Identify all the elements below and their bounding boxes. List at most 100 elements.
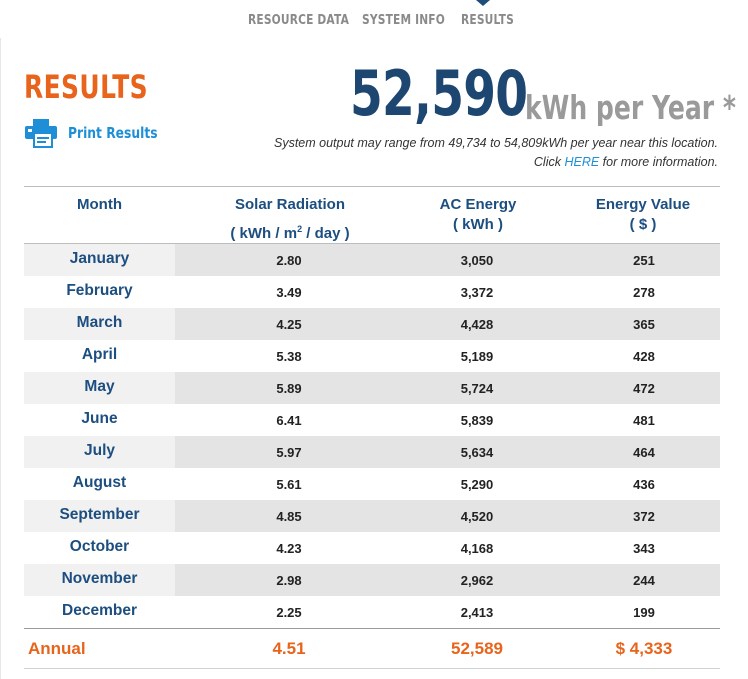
month-cell: April bbox=[81, 346, 118, 363]
header-month-label: Month bbox=[77, 196, 122, 213]
month-cell: October bbox=[69, 538, 130, 555]
ac-energy-cell: 5,839 bbox=[460, 413, 494, 428]
solar-radiation-cell: 5.97 bbox=[276, 445, 302, 460]
energy-value-cell: 481 bbox=[633, 413, 655, 428]
energy-value-cell: 472 bbox=[633, 381, 655, 396]
header-solar-label: Solar Radiation bbox=[234, 196, 346, 213]
table-row: April 5.38 5,189 428 bbox=[24, 340, 720, 372]
ac-energy-cell: 2,413 bbox=[460, 605, 494, 620]
ac-energy-cell: 2,962 bbox=[460, 573, 494, 588]
more-info-suffix: for more information. bbox=[599, 155, 718, 169]
month-cell: July bbox=[24, 436, 175, 468]
ac-energy-cell: 4,520 bbox=[460, 509, 494, 524]
month-cell: December bbox=[62, 602, 137, 619]
header-solar-unit: ( kWh / m2 / day ) bbox=[205, 219, 375, 244]
header-ac-unit: ( kWh ) bbox=[453, 216, 503, 233]
annual-output-value: 52,590 bbox=[350, 57, 528, 130]
table-row: September 4.85 4,520 372 bbox=[24, 500, 720, 532]
energy-value-cell: 343 bbox=[633, 541, 655, 556]
ac-energy-cell: 5,634 bbox=[460, 445, 494, 460]
solar-radiation-cell: 4.25 bbox=[276, 317, 302, 332]
energy-value-cell: 372 bbox=[633, 509, 655, 524]
solar-radiation-cell: 3.49 bbox=[276, 285, 302, 300]
energy-value-cell: 251 bbox=[633, 253, 655, 268]
solar-radiation-cell: 5.38 bbox=[276, 349, 302, 364]
header-value-label: Energy Value bbox=[595, 196, 691, 213]
more-info-prefix: Click bbox=[533, 155, 565, 169]
row-shading bbox=[175, 564, 720, 596]
solar-radiation-cell: 5.61 bbox=[276, 477, 302, 492]
month-cell: September bbox=[24, 500, 175, 532]
table-top-border bbox=[24, 186, 720, 187]
row-shading bbox=[175, 308, 720, 340]
tab-results[interactable]: RESULTS bbox=[461, 13, 514, 28]
header-solar-radiation: Solar Radiation ( kWh / m2 / day ) bbox=[205, 195, 375, 244]
header-energy-value: Energy Value ( $ ) bbox=[568, 195, 718, 235]
printer-icon bbox=[25, 119, 57, 148]
header-solar-unit-pre: ( kWh / m bbox=[230, 225, 298, 242]
print-results-label[interactable]: Print Results bbox=[68, 124, 158, 142]
ac-energy-cell: 5,189 bbox=[460, 349, 494, 364]
table-row: June 6.41 5,839 481 bbox=[24, 404, 720, 436]
energy-value-cell: 199 bbox=[633, 605, 655, 620]
energy-value-cell: 365 bbox=[633, 317, 655, 332]
energy-value-cell: 278 bbox=[633, 285, 655, 300]
more-info-link[interactable]: HERE bbox=[564, 155, 600, 169]
ac-energy-cell: 5,724 bbox=[460, 381, 494, 396]
solar-radiation-cell: 6.41 bbox=[276, 413, 302, 428]
table-row: July 5.97 5,634 464 bbox=[24, 436, 720, 468]
solar-radiation-cell: 2.98 bbox=[276, 573, 302, 588]
header-solar-unit-sup: 2 bbox=[297, 224, 303, 234]
solar-radiation-cell: 2.80 bbox=[276, 253, 302, 268]
table-row: May 5.89 5,724 472 bbox=[24, 372, 720, 404]
header-ac-label: AC Energy bbox=[439, 196, 517, 213]
active-tab-indicator bbox=[476, 0, 490, 6]
table-row: January 2.80 3,050 251 bbox=[24, 244, 720, 276]
tab-resource-data[interactable]: RESOURCE DATA bbox=[248, 13, 350, 28]
top-navigation: RESOURCE DATA SYSTEM INFO RESULTS bbox=[0, 0, 748, 39]
ac-energy-cell: 3,372 bbox=[460, 285, 494, 300]
header-value-unit: ( $ ) bbox=[629, 216, 657, 233]
month-cell: March bbox=[24, 308, 175, 340]
table-row: February 3.49 3,372 278 bbox=[24, 276, 720, 308]
month-cell: August bbox=[72, 474, 127, 491]
energy-value-cell: 428 bbox=[633, 349, 655, 364]
energy-value-cell: 244 bbox=[633, 573, 655, 588]
energy-value-cell: 436 bbox=[633, 477, 655, 492]
annual-energy-value: $ 4,333 bbox=[615, 639, 673, 658]
annual-solar-radiation: 4.51 bbox=[272, 639, 306, 658]
ac-energy-cell: 4,168 bbox=[460, 541, 494, 556]
monthly-results-table: January 2.80 3,050 251 February 3.49 3,372 278 M… bbox=[24, 244, 720, 628]
ac-energy-cell: 5,290 bbox=[460, 477, 494, 492]
row-shading bbox=[175, 372, 720, 404]
solar-radiation-cell: 4.23 bbox=[276, 541, 302, 556]
annual-output-unit: kWh per Year * bbox=[525, 88, 737, 127]
ac-energy-cell: 3,050 bbox=[460, 253, 494, 268]
month-cell: May bbox=[24, 372, 175, 404]
ac-energy-cell: 4,428 bbox=[460, 317, 494, 332]
table-bottom-border bbox=[24, 668, 720, 669]
row-shading bbox=[175, 436, 720, 468]
table-row: August 5.61 5,290 436 bbox=[24, 468, 720, 500]
table-row: October 4.23 4,168 343 bbox=[24, 532, 720, 564]
page-title: RESULTS bbox=[24, 68, 149, 106]
tab-system-info[interactable]: SYSTEM INFO bbox=[362, 13, 445, 28]
table-row: November 2.98 2,962 244 bbox=[24, 564, 720, 596]
month-cell: February bbox=[66, 282, 133, 299]
month-cell: November bbox=[24, 564, 175, 596]
annual-row-border bbox=[24, 628, 720, 629]
row-shading bbox=[175, 244, 720, 276]
month-cell: January bbox=[24, 244, 175, 276]
header-month: Month bbox=[24, 195, 175, 215]
table-row: March 4.25 4,428 365 bbox=[24, 308, 720, 340]
row-shading bbox=[175, 500, 720, 532]
annual-ac-energy: 52,589 bbox=[451, 639, 503, 658]
energy-value-cell: 464 bbox=[633, 445, 655, 460]
more-info-note: Click HERE for more information. bbox=[534, 155, 718, 169]
header-ac-energy: AC Energy ( kWh ) bbox=[403, 195, 553, 235]
table-row: December 2.25 2,413 199 bbox=[24, 596, 720, 628]
output-range-note: System output may range from 49,734 to 5… bbox=[274, 136, 718, 150]
solar-radiation-cell: 2.25 bbox=[276, 605, 302, 620]
header-solar-unit-post: / day ) bbox=[302, 225, 350, 242]
tab-bar: RESOURCE DATA SYSTEM INFO RESULTS bbox=[0, 0, 748, 38]
